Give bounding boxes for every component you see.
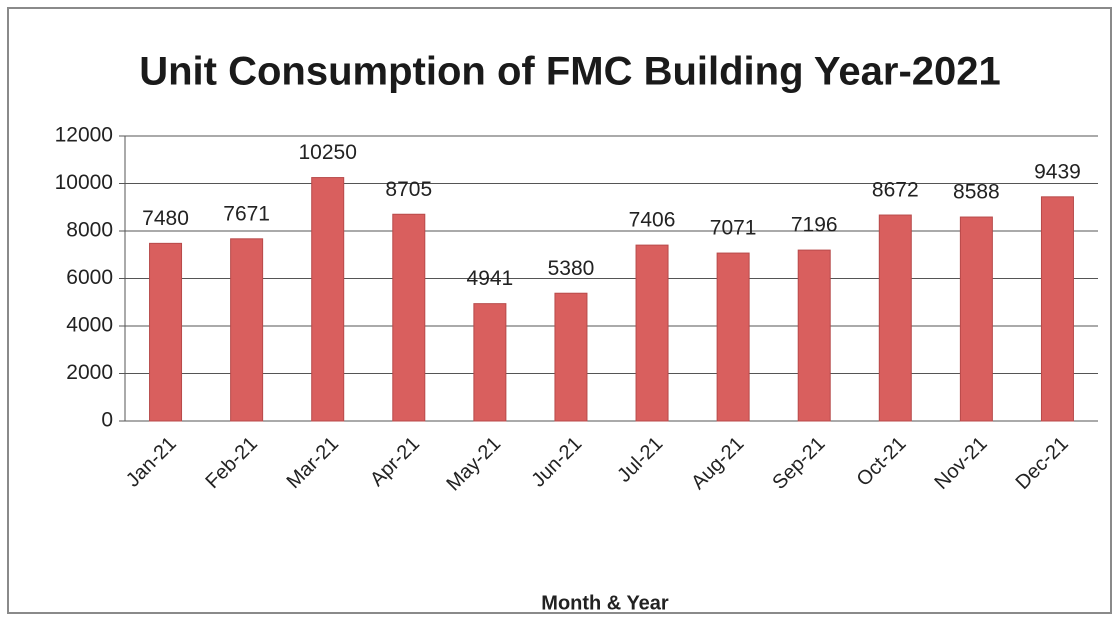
x-axis-title: Month & Year [541,592,669,614]
data-label: 7406 [629,209,676,232]
y-tick-label: 12000 [55,124,113,147]
bar [959,216,993,422]
data-label: 7671 [223,202,270,225]
data-label: 8705 [385,178,432,201]
data-label: 10250 [299,141,357,164]
y-tick-label: 0 [101,409,113,432]
bar [797,249,831,422]
bar [149,242,183,422]
bar [230,238,264,422]
bar [1040,196,1074,422]
y-tick-label: 8000 [66,219,113,242]
bar [635,244,669,422]
data-label: 8672 [872,179,919,202]
bar [878,214,912,422]
data-label: 5380 [548,257,595,280]
chart-title: Unit Consumption of FMC Building Year-20… [139,50,1001,94]
y-tick-label: 2000 [66,361,113,384]
bar [311,177,345,422]
data-label: 4941 [467,267,514,290]
y-tick-label: 10000 [55,171,113,194]
data-label: 7480 [142,207,189,230]
bar [392,213,426,422]
bar [716,252,750,422]
data-label: 9439 [1034,160,1081,183]
y-tick-label: 4000 [66,314,113,337]
data-label: 7071 [710,217,757,240]
y-tick-label: 6000 [66,266,113,289]
data-label: 7196 [791,214,838,237]
data-label: 8588 [953,181,1000,204]
bar [554,292,588,422]
bar [473,303,507,422]
